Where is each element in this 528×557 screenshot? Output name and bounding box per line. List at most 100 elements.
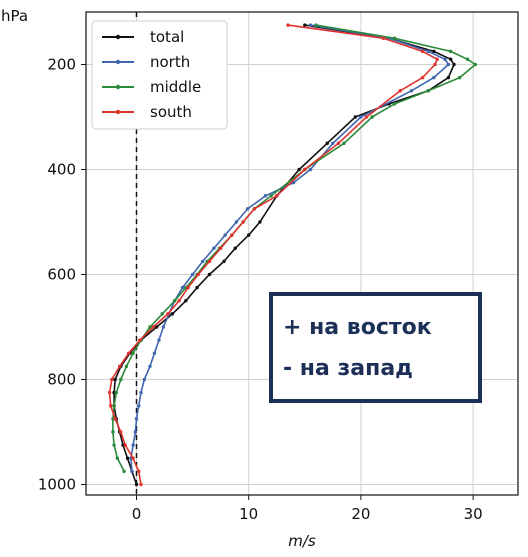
legend-label-north: north xyxy=(150,53,190,71)
series-point-south xyxy=(108,404,113,408)
series-point-south xyxy=(420,49,425,54)
legend-label-south: south xyxy=(150,103,192,121)
legend-label-middle: middle xyxy=(150,78,201,96)
series-point-middle xyxy=(473,62,478,67)
series-point-south xyxy=(126,351,131,355)
series-point-south xyxy=(286,23,290,27)
x-tick-label: 10 xyxy=(239,505,258,523)
series-point-total xyxy=(446,75,451,80)
data-lines xyxy=(107,23,478,487)
y-tick-label: 600 xyxy=(47,266,76,284)
series-point-south xyxy=(207,259,212,264)
series-point-south xyxy=(275,194,279,198)
series-point-middle xyxy=(148,325,152,329)
legend: total north middle south xyxy=(91,20,228,130)
series-point-total xyxy=(303,23,307,27)
series-point-south xyxy=(137,469,141,474)
y-axis-label: hPa xyxy=(1,7,28,25)
series-point-south xyxy=(241,220,245,224)
series-point-middle xyxy=(314,23,318,27)
east-note-line: + на восток xyxy=(283,315,432,340)
series-point-north xyxy=(446,62,451,67)
series-point-south xyxy=(177,299,181,303)
series-point-middle xyxy=(131,351,135,355)
series-point-total xyxy=(325,141,329,145)
series-point-north xyxy=(130,469,134,474)
series-point-north xyxy=(142,377,147,382)
series-point-south xyxy=(113,417,117,421)
series-point-middle xyxy=(342,141,346,145)
plot-frame xyxy=(85,11,519,496)
y-tick-label: 800 xyxy=(47,371,76,389)
series-point-middle xyxy=(465,57,470,61)
series-point-south xyxy=(166,312,170,316)
series-point-north xyxy=(131,443,135,447)
series-point-north xyxy=(443,57,447,61)
series-point-north xyxy=(409,89,414,93)
series-point-south xyxy=(420,75,425,80)
series-point-middle xyxy=(112,443,116,447)
series-point-total xyxy=(432,49,436,54)
series-point-south xyxy=(123,443,127,447)
series-point-middle xyxy=(119,377,123,382)
series-point-north xyxy=(212,246,216,250)
series-point-middle xyxy=(160,312,165,316)
series-point-north xyxy=(200,259,205,264)
series-point-total xyxy=(113,377,117,382)
y-tick-label: 200 xyxy=(47,56,76,74)
series-point-total xyxy=(353,115,357,119)
legend-marker-total xyxy=(115,34,121,40)
series-point-total xyxy=(207,272,212,277)
series-point-south xyxy=(139,482,143,487)
series-point-north xyxy=(308,167,313,172)
series-point-north xyxy=(134,417,139,421)
series-point-total xyxy=(448,57,453,61)
series-point-middle xyxy=(111,430,115,434)
series-point-middle xyxy=(426,89,430,93)
series-point-middle xyxy=(392,102,397,106)
series-point-middle xyxy=(172,299,177,303)
series-point-middle xyxy=(457,75,462,80)
series-point-north xyxy=(234,220,239,224)
series-point-middle xyxy=(122,469,126,474)
direction-note: + на восток - на запад xyxy=(269,292,482,403)
series-point-south xyxy=(398,89,402,93)
x-axis-label: m/s xyxy=(288,532,316,550)
series-point-north xyxy=(308,23,313,27)
series-point-total xyxy=(125,456,130,460)
series-point-north xyxy=(139,390,143,395)
series-point-south xyxy=(186,285,190,290)
series-point-middle xyxy=(124,364,129,369)
series-point-middle xyxy=(112,404,116,408)
legend-marker-south xyxy=(115,109,121,115)
west-note-line: - на запад xyxy=(283,356,413,381)
series-point-total xyxy=(170,312,175,316)
series-point-south xyxy=(364,115,369,119)
series-point-total xyxy=(233,246,237,250)
series-point-north xyxy=(359,115,363,119)
series-point-total xyxy=(184,299,188,303)
series-point-north xyxy=(148,364,152,369)
series-point-total xyxy=(222,259,226,264)
series-point-north xyxy=(180,285,185,290)
x-tick-label: 30 xyxy=(464,505,483,523)
series-point-middle xyxy=(448,49,453,54)
series-point-middle xyxy=(392,36,397,40)
legend-marker-middle xyxy=(115,84,121,90)
y-tick-label: 400 xyxy=(47,161,76,179)
series-point-south xyxy=(110,377,114,382)
series-point-north xyxy=(223,233,227,237)
series-point-middle xyxy=(114,390,118,395)
series-point-south xyxy=(119,430,123,434)
y-axis-ticks: 200 400 600 800 1000 xyxy=(38,56,86,494)
series-point-north xyxy=(190,272,195,277)
y-tick-label: 1000 xyxy=(38,476,76,494)
series-point-north xyxy=(263,194,268,198)
series-point-north xyxy=(432,75,436,80)
legend-box xyxy=(91,20,228,130)
x-tick-label: 0 xyxy=(132,505,142,523)
series-point-south xyxy=(196,272,200,277)
series-point-total xyxy=(452,62,456,67)
series-point-south xyxy=(433,62,437,67)
